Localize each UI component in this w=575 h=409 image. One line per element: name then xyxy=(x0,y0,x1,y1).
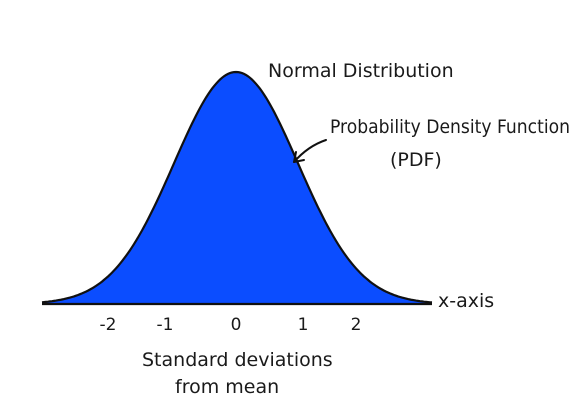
pdf-label-line1: Probability Density Function xyxy=(330,116,570,138)
axis-label: x-axis xyxy=(438,290,494,312)
diagram-title: Normal Distribution xyxy=(268,60,454,82)
tick-label-2: 2 xyxy=(351,315,362,335)
x-caption-line2: from mean xyxy=(175,376,279,398)
tick-label-0: 0 xyxy=(231,315,242,335)
pdf-label-line2: (PDF) xyxy=(390,149,442,171)
x-caption-line1: Standard deviations xyxy=(142,349,333,371)
tick-label-1: 1 xyxy=(298,315,309,335)
pointer-arrow-icon xyxy=(293,139,327,163)
bell-curve-outline xyxy=(41,70,433,304)
tick-label-neg2: -2 xyxy=(100,315,117,335)
tick-label-neg1: -1 xyxy=(157,315,174,335)
bell-curve-area xyxy=(42,72,432,304)
